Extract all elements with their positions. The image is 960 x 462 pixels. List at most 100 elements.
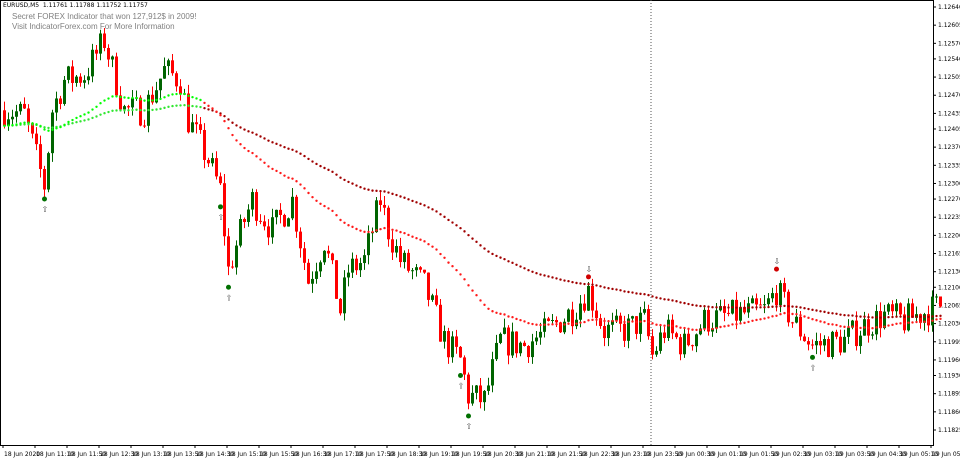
fast-ma-dot: [919, 320, 922, 324]
slow-ma-dot: [455, 224, 458, 227]
fast-ma-dot: [435, 248, 438, 251]
candle-body: [263, 221, 266, 227]
x-tick-label: 18 Jun 16:30: [292, 451, 330, 458]
slow-ma-dot: [163, 106, 166, 110]
fast-ma-dot: [299, 183, 302, 186]
slow-ma-dot: [247, 130, 250, 133]
candle-body: [127, 106, 130, 108]
fast-ma-dot: [599, 318, 602, 322]
y-tick-label: 1.11995: [938, 339, 960, 346]
x-tick-label: 18 Jun 23:50: [644, 451, 682, 458]
slow-ma-dot: [395, 193, 398, 197]
slow-ma-dot: [803, 307, 806, 310]
candle-body: [783, 283, 786, 292]
candle-body: [295, 196, 298, 232]
candle-body: [743, 307, 746, 313]
slow-ma-dot: [127, 109, 130, 112]
fast-ma-dot: [179, 92, 182, 96]
slow-ma-dot: [519, 265, 522, 268]
slow-ma-dot: [275, 142, 278, 146]
slow-ma-dot: [335, 173, 338, 176]
candle-body: [895, 303, 898, 312]
candle-body: [419, 267, 422, 270]
x-tick-label: 19 Jun 05:50: [932, 451, 960, 458]
slow-ma-dot: [739, 306, 742, 309]
slow-ma-dot: [659, 297, 662, 300]
slow-ma-dot: [447, 218, 450, 222]
slow-ma-dot: [875, 316, 878, 319]
slow-ma-dot: [551, 276, 554, 279]
fast-ma-dot: [859, 326, 862, 330]
slow-ma-dot: [595, 284, 598, 287]
fast-ma-dot: [695, 328, 698, 332]
candle-body: [635, 316, 638, 334]
slow-ma-dot: [403, 196, 406, 199]
indicator-info-line1: Secret FOREX Indicator that won 127,912$…: [12, 12, 197, 21]
fast-ma-dot: [535, 323, 538, 326]
fast-ma-dot: [467, 284, 470, 287]
slow-ma-dot: [259, 135, 262, 138]
slow-ma-dot: [443, 215, 446, 219]
slow-ma-dot: [515, 263, 518, 267]
candle-body: [447, 331, 450, 358]
slow-ma-dot: [83, 119, 86, 122]
slow-ma-dot: [255, 133, 258, 136]
fast-ma-dot: [643, 319, 646, 323]
candle-body: [839, 336, 842, 353]
slow-ma-dot: [759, 306, 762, 309]
candle-body: [727, 312, 730, 314]
fast-ma-dot: [915, 320, 918, 324]
fast-ma-dot: [311, 195, 314, 199]
fast-ma-dot: [171, 93, 174, 96]
slow-ma-dot: [891, 315, 894, 319]
candle-body: [335, 260, 338, 299]
slow-ma-dot: [451, 221, 454, 224]
candle-body: [627, 318, 630, 341]
fast-ma-dot: [267, 165, 270, 168]
fast-ma-dot: [355, 227, 358, 231]
fast-ma-dot: [655, 323, 658, 326]
candle-body: [859, 335, 862, 347]
slow-ma-dot: [779, 305, 782, 308]
fast-ma-dot: [263, 161, 266, 164]
candle-body: [287, 218, 290, 227]
y-tick-label: 1.12335: [938, 162, 960, 169]
candle-body: [351, 258, 354, 273]
slow-ma-dot: [919, 315, 922, 318]
slow-ma-dot: [307, 157, 310, 161]
candle-body: [735, 299, 738, 321]
slow-ma-dot: [427, 206, 430, 209]
slow-ma-dot: [627, 290, 630, 294]
buy-signal-icon: [42, 196, 47, 202]
candle-body: [567, 309, 570, 322]
fast-ma-dot: [927, 320, 930, 324]
slow-ma-dot: [291, 148, 294, 151]
candle-body: [559, 322, 562, 333]
x-tick-label: 18 Jun 20:30: [484, 451, 522, 458]
slow-ma-dot: [815, 309, 818, 312]
arrow-up-icon: ⇧: [218, 213, 225, 222]
fast-ma-dot: [27, 121, 30, 124]
fast-ma-dot: [283, 174, 286, 177]
slow-ma-dot: [487, 250, 490, 253]
candle-body: [255, 192, 258, 221]
x-tick-label: 19 Jun 03:50: [836, 451, 874, 458]
x-tick-label: 18 Jun 21:10: [516, 451, 554, 458]
candle-body: [119, 95, 122, 110]
slow-ma-dot: [75, 120, 78, 124]
fast-ma-dot: [795, 312, 798, 316]
candle-body: [347, 272, 350, 278]
candle-body: [7, 119, 10, 126]
candle-body: [475, 385, 478, 393]
candle-body: [759, 304, 762, 306]
slow-ma-dot: [811, 308, 814, 312]
fast-ma-dot: [503, 313, 506, 316]
slow-ma-dot: [599, 285, 602, 288]
fast-ma-dot: [387, 227, 390, 230]
slow-ma-dot: [175, 104, 178, 107]
y-tick-label: 1.12300: [938, 180, 960, 187]
slow-ma-dot: [567, 279, 570, 283]
candle-body: [503, 327, 506, 334]
candle-body: [187, 93, 190, 133]
